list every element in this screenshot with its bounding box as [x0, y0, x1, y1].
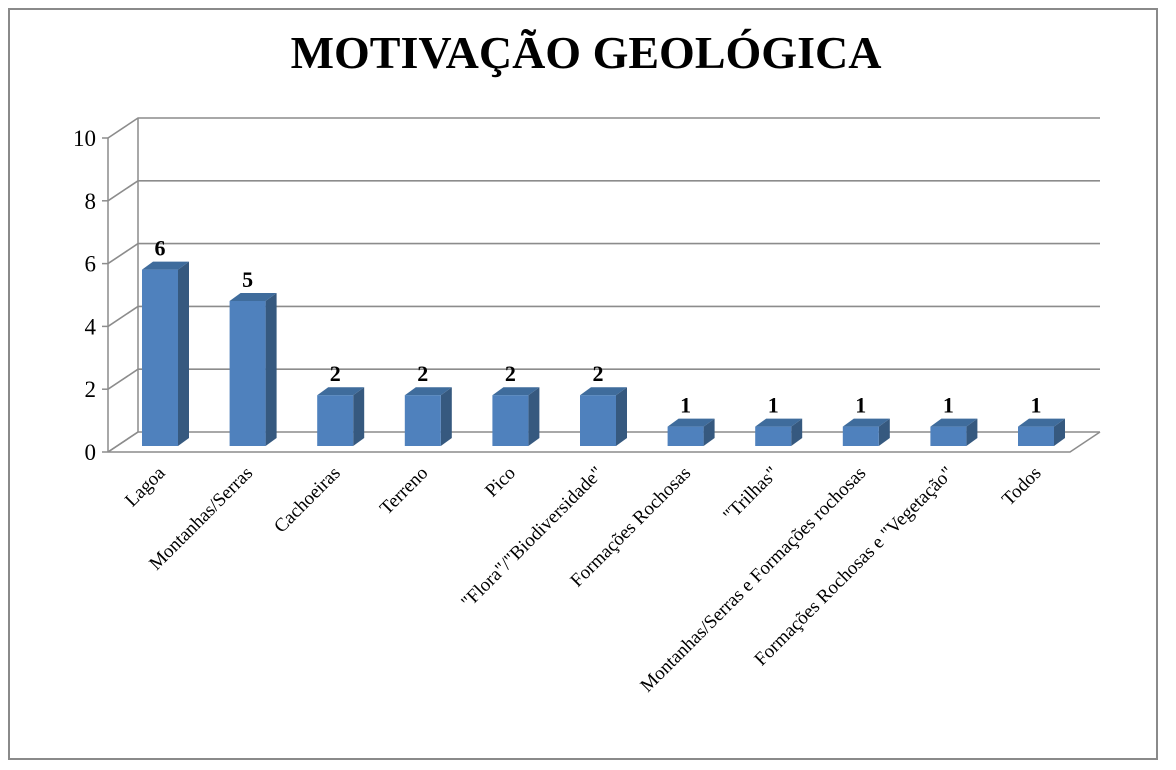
data-label: 6 — [155, 236, 166, 261]
bar-front — [755, 426, 792, 446]
bar-side — [878, 418, 890, 446]
y-tick-label: 8 — [85, 189, 97, 214]
side-wall — [107, 118, 139, 453]
x-tick-label: Terreno — [376, 463, 432, 519]
data-labels: 6 5 2 2 2 2 1 1 1 1 1 — [155, 236, 1042, 418]
data-label: 1 — [855, 393, 866, 418]
data-label: 1 — [680, 393, 691, 418]
gridlines — [107, 117, 1100, 453]
bar — [1018, 418, 1065, 446]
bar-front — [404, 395, 441, 446]
bar-front — [317, 395, 354, 446]
bar — [492, 387, 540, 446]
x-tick-label: "Trilhas" — [719, 463, 782, 526]
data-label: 2 — [593, 361, 604, 386]
bar-front — [229, 301, 266, 446]
bar-side — [791, 418, 803, 446]
chart-title: MOTIVAÇÃO GEOLÓGICA — [291, 27, 882, 78]
bar-top — [492, 387, 540, 396]
data-label: 2 — [330, 361, 341, 386]
bar-side — [703, 418, 715, 446]
gridline — [107, 117, 1100, 139]
bar-top — [667, 418, 715, 427]
bar-side — [1054, 418, 1065, 446]
bar — [667, 418, 715, 446]
x-tick-label: Cachoeiras — [270, 463, 345, 538]
bar — [229, 293, 277, 446]
bar-front — [492, 395, 529, 446]
x-tick-label: Pico — [481, 463, 520, 502]
gridline — [107, 305, 1100, 328]
chart-frame — [8, 8, 1158, 760]
bar — [317, 387, 365, 446]
bar-front — [1018, 426, 1054, 446]
x-tick-label: Todos — [998, 463, 1046, 511]
bar — [580, 387, 627, 446]
bar-top — [930, 418, 978, 427]
bar-top — [842, 418, 890, 427]
x-tick-label: Lagoa — [121, 462, 170, 511]
data-label: 1 — [943, 393, 954, 418]
bar-front — [580, 395, 616, 446]
data-label: 1 — [1031, 393, 1042, 418]
bar — [142, 261, 189, 446]
bar-front — [667, 426, 704, 446]
y-tick-label: 4 — [85, 314, 97, 339]
bar — [930, 418, 978, 446]
bar-top — [1018, 418, 1065, 427]
data-label: 5 — [242, 267, 253, 292]
bar-top — [404, 387, 452, 396]
bars — [142, 261, 1065, 446]
bar-side — [265, 293, 277, 446]
bar — [842, 418, 890, 446]
bar — [755, 418, 803, 446]
floor-edge — [108, 431, 1101, 453]
bar-side — [528, 387, 540, 446]
bar-front — [930, 426, 967, 446]
y-tick-label: 0 — [85, 440, 97, 465]
bar-side — [353, 387, 365, 446]
y-tick-label: 6 — [85, 252, 97, 277]
gridline — [107, 180, 1100, 202]
bar-top — [229, 293, 277, 301]
y-tick-label: 10 — [73, 126, 96, 151]
bar-top — [580, 387, 627, 396]
bar — [404, 387, 452, 446]
data-label: 2 — [417, 361, 428, 386]
bar-front — [142, 269, 178, 446]
bar-top — [142, 261, 189, 270]
gridline — [107, 368, 1100, 390]
bar-side — [178, 261, 189, 446]
data-label: 2 — [505, 361, 516, 386]
bar-side — [440, 387, 452, 446]
y-axis-ticks: 0 2 4 6 8 10 — [73, 126, 108, 465]
data-label: 1 — [768, 393, 779, 418]
gridline — [107, 242, 1100, 265]
y-tick-label: 2 — [85, 377, 97, 402]
bar-top — [317, 387, 365, 396]
bar-front — [842, 426, 879, 446]
x-tick-label: Formações Rochosas e "Vegetação" — [750, 463, 958, 671]
bar-side — [616, 387, 627, 446]
bar-top — [755, 418, 803, 427]
x-tick-label: "Flora"/"Biodiversidade" — [457, 463, 607, 613]
bar-side — [966, 418, 978, 446]
